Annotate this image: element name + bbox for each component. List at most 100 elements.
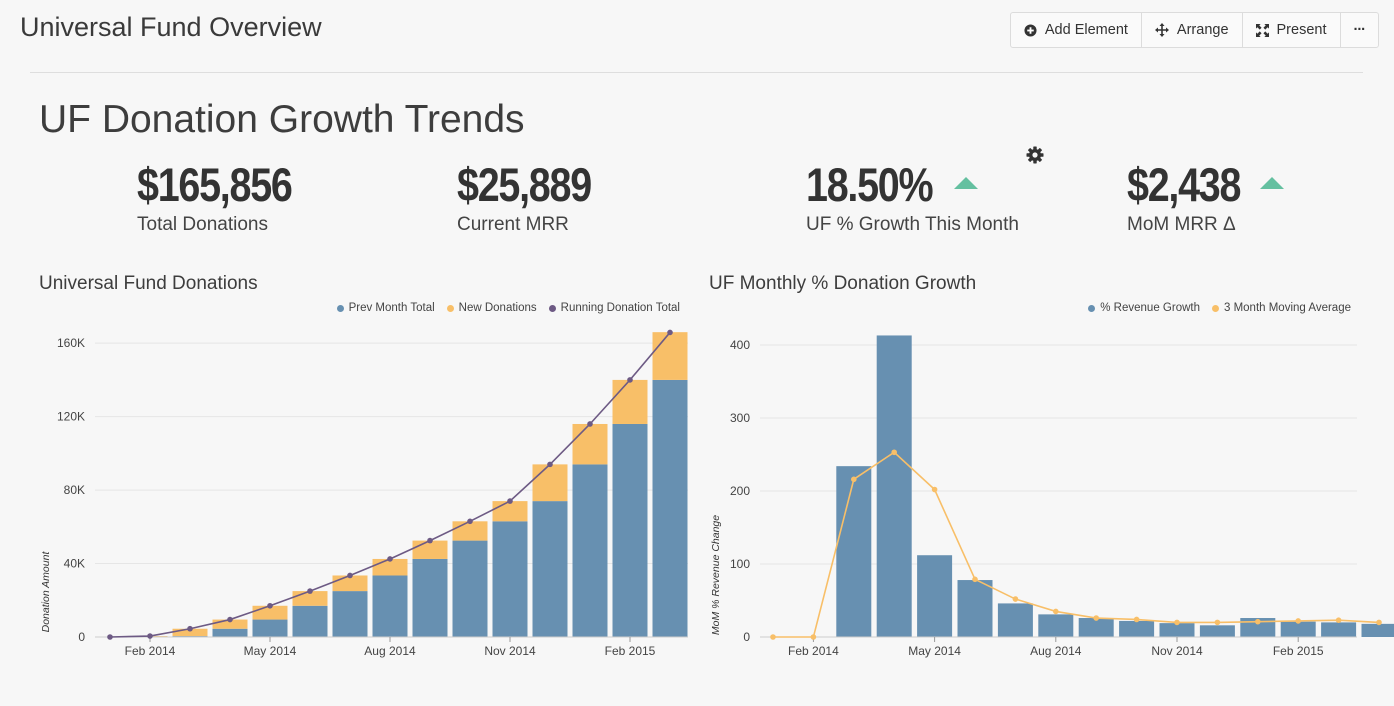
- bar-revenue-growth: [1199, 625, 1235, 637]
- bar-revenue-growth: [1280, 621, 1316, 637]
- y-tick-label: 160K: [57, 336, 85, 350]
- legend-item[interactable]: % Revenue Growth: [1088, 302, 1200, 314]
- bar-prev-month-total: [452, 540, 488, 637]
- y-tick-label: 300: [730, 411, 750, 425]
- kpi-label: UF % Growth This Month: [806, 214, 1019, 235]
- toolbar: Add Element Arrange Present ···: [1009, 12, 1379, 48]
- running-total-point: [467, 518, 473, 525]
- moving-average-point: [1012, 596, 1019, 602]
- y-axis-title: MoM % Revenue Change: [710, 515, 722, 635]
- dashboard-title: UF Donation Growth Trends: [39, 98, 525, 141]
- moving-average-point: [770, 634, 776, 640]
- present-button[interactable]: Present: [1243, 13, 1341, 47]
- legend-item[interactable]: Prev Month Total: [336, 302, 435, 314]
- running-total-point: [107, 634, 113, 640]
- running-total-point: [587, 421, 593, 427]
- bar-prev-month-total: [652, 379, 688, 637]
- y-tick-label: 80K: [64, 483, 85, 497]
- moving-average-point: [1335, 617, 1342, 624]
- y-tick-label: 400: [730, 338, 750, 352]
- running-total-point: [667, 329, 673, 336]
- legend-label: Running Donation Total: [560, 302, 680, 314]
- bar-prev-month-total: [612, 423, 648, 637]
- x-tick-label: May 2014: [908, 644, 961, 658]
- y-tick-label: 200: [730, 484, 750, 498]
- running-total-point: [267, 602, 273, 609]
- bar-prev-month-total: [372, 575, 408, 637]
- bar-prev-month-total: [412, 558, 448, 637]
- trend-up-icon: [954, 177, 978, 189]
- y-tick-label: 120K: [57, 410, 85, 424]
- kpi-label: Total Donations: [137, 214, 268, 235]
- moving-average-point: [1053, 608, 1059, 615]
- x-tick-label: Feb 2014: [788, 644, 839, 658]
- moving-average-point: [931, 486, 938, 493]
- bar-revenue-growth: [917, 555, 953, 637]
- moving-average-point: [810, 634, 817, 640]
- kpi-current-mrr: $25,889 Current MRR: [457, 160, 616, 236]
- present-label: Present: [1276, 22, 1327, 38]
- x-tick-label: Aug 2014: [1030, 644, 1082, 658]
- x-tick-label: Nov 2014: [484, 644, 536, 658]
- running-total-point: [347, 572, 353, 579]
- running-total-point: [507, 498, 513, 504]
- bar-revenue-growth: [1321, 622, 1357, 637]
- kpi-value: $2,438: [1127, 158, 1241, 211]
- moving-average-point: [1376, 619, 1382, 626]
- expand-icon: [1255, 23, 1269, 37]
- moving-average-point: [1174, 619, 1180, 626]
- y-tick-label: 100: [730, 557, 750, 571]
- bar-new-donations: [212, 619, 248, 629]
- moving-average-point: [1214, 619, 1221, 626]
- chart-title: Universal Fund Donations: [39, 273, 258, 294]
- kpi-growth-this-month: 18.50% UF % Growth This Month: [806, 160, 1019, 236]
- bar-revenue-growth: [876, 335, 912, 637]
- x-tick-label: Aug 2014: [364, 644, 416, 658]
- moving-average-point: [1295, 618, 1301, 624]
- bar-revenue-growth: [1038, 614, 1074, 637]
- legend-swatch: [1211, 304, 1219, 312]
- kpi-label: Current MRR: [457, 214, 569, 235]
- page-title: Universal Fund Overview: [20, 12, 322, 42]
- gear-icon[interactable]: [1025, 145, 1045, 165]
- chart-legend: % Revenue Growth 3 Month Moving Average: [1088, 302, 1351, 314]
- moving-average-point: [1255, 618, 1261, 625]
- x-tick-label: May 2014: [244, 644, 297, 658]
- x-tick-label: Feb 2015: [605, 644, 656, 658]
- running-total-point: [307, 588, 313, 594]
- running-total-point: [427, 537, 433, 544]
- chart-legend: Prev Month Total New Donations Running D…: [336, 302, 680, 314]
- kpi-value: 18.50%: [806, 158, 934, 211]
- legend-item[interactable]: Running Donation Total: [548, 302, 680, 314]
- more-options-icon: ···: [1353, 22, 1366, 38]
- kpi-label: MoM MRR Δ: [1127, 214, 1236, 235]
- bar-revenue-growth: [1361, 623, 1394, 637]
- arrange-button[interactable]: Arrange: [1142, 13, 1243, 47]
- legend-item[interactable]: 3 Month Moving Average: [1211, 302, 1351, 314]
- legend-label: Prev Month Total: [348, 302, 435, 314]
- legend-item[interactable]: New Donations: [446, 302, 537, 314]
- x-tick-label: Feb 2015: [1273, 644, 1324, 658]
- bar-new-donations: [532, 464, 568, 502]
- bar-new-donations: [652, 332, 688, 380]
- bar-revenue-growth: [1078, 618, 1114, 637]
- legend-swatch: [1088, 304, 1096, 312]
- legend-swatch: [336, 304, 344, 312]
- bar-new-donations: [172, 628, 208, 637]
- running-total-point: [627, 377, 633, 383]
- bar-new-donations: [612, 379, 648, 424]
- legend-label: New Donations: [458, 302, 537, 314]
- running-total-point: [227, 616, 233, 623]
- bar-prev-month-total: [292, 605, 328, 637]
- bar-prev-month-total: [492, 521, 528, 637]
- more-options-button[interactable]: ···: [1341, 13, 1379, 47]
- add-element-button[interactable]: Add Element: [1011, 13, 1142, 47]
- moving-average-point: [851, 476, 857, 483]
- kpi-mom-mrr-delta: $2,438 MoM MRR Δ: [1127, 158, 1284, 236]
- bar-prev-month-total: [252, 619, 288, 637]
- bar-revenue-growth: [957, 580, 993, 637]
- bar-prev-month-total: [572, 464, 608, 637]
- legend-swatch: [446, 304, 454, 312]
